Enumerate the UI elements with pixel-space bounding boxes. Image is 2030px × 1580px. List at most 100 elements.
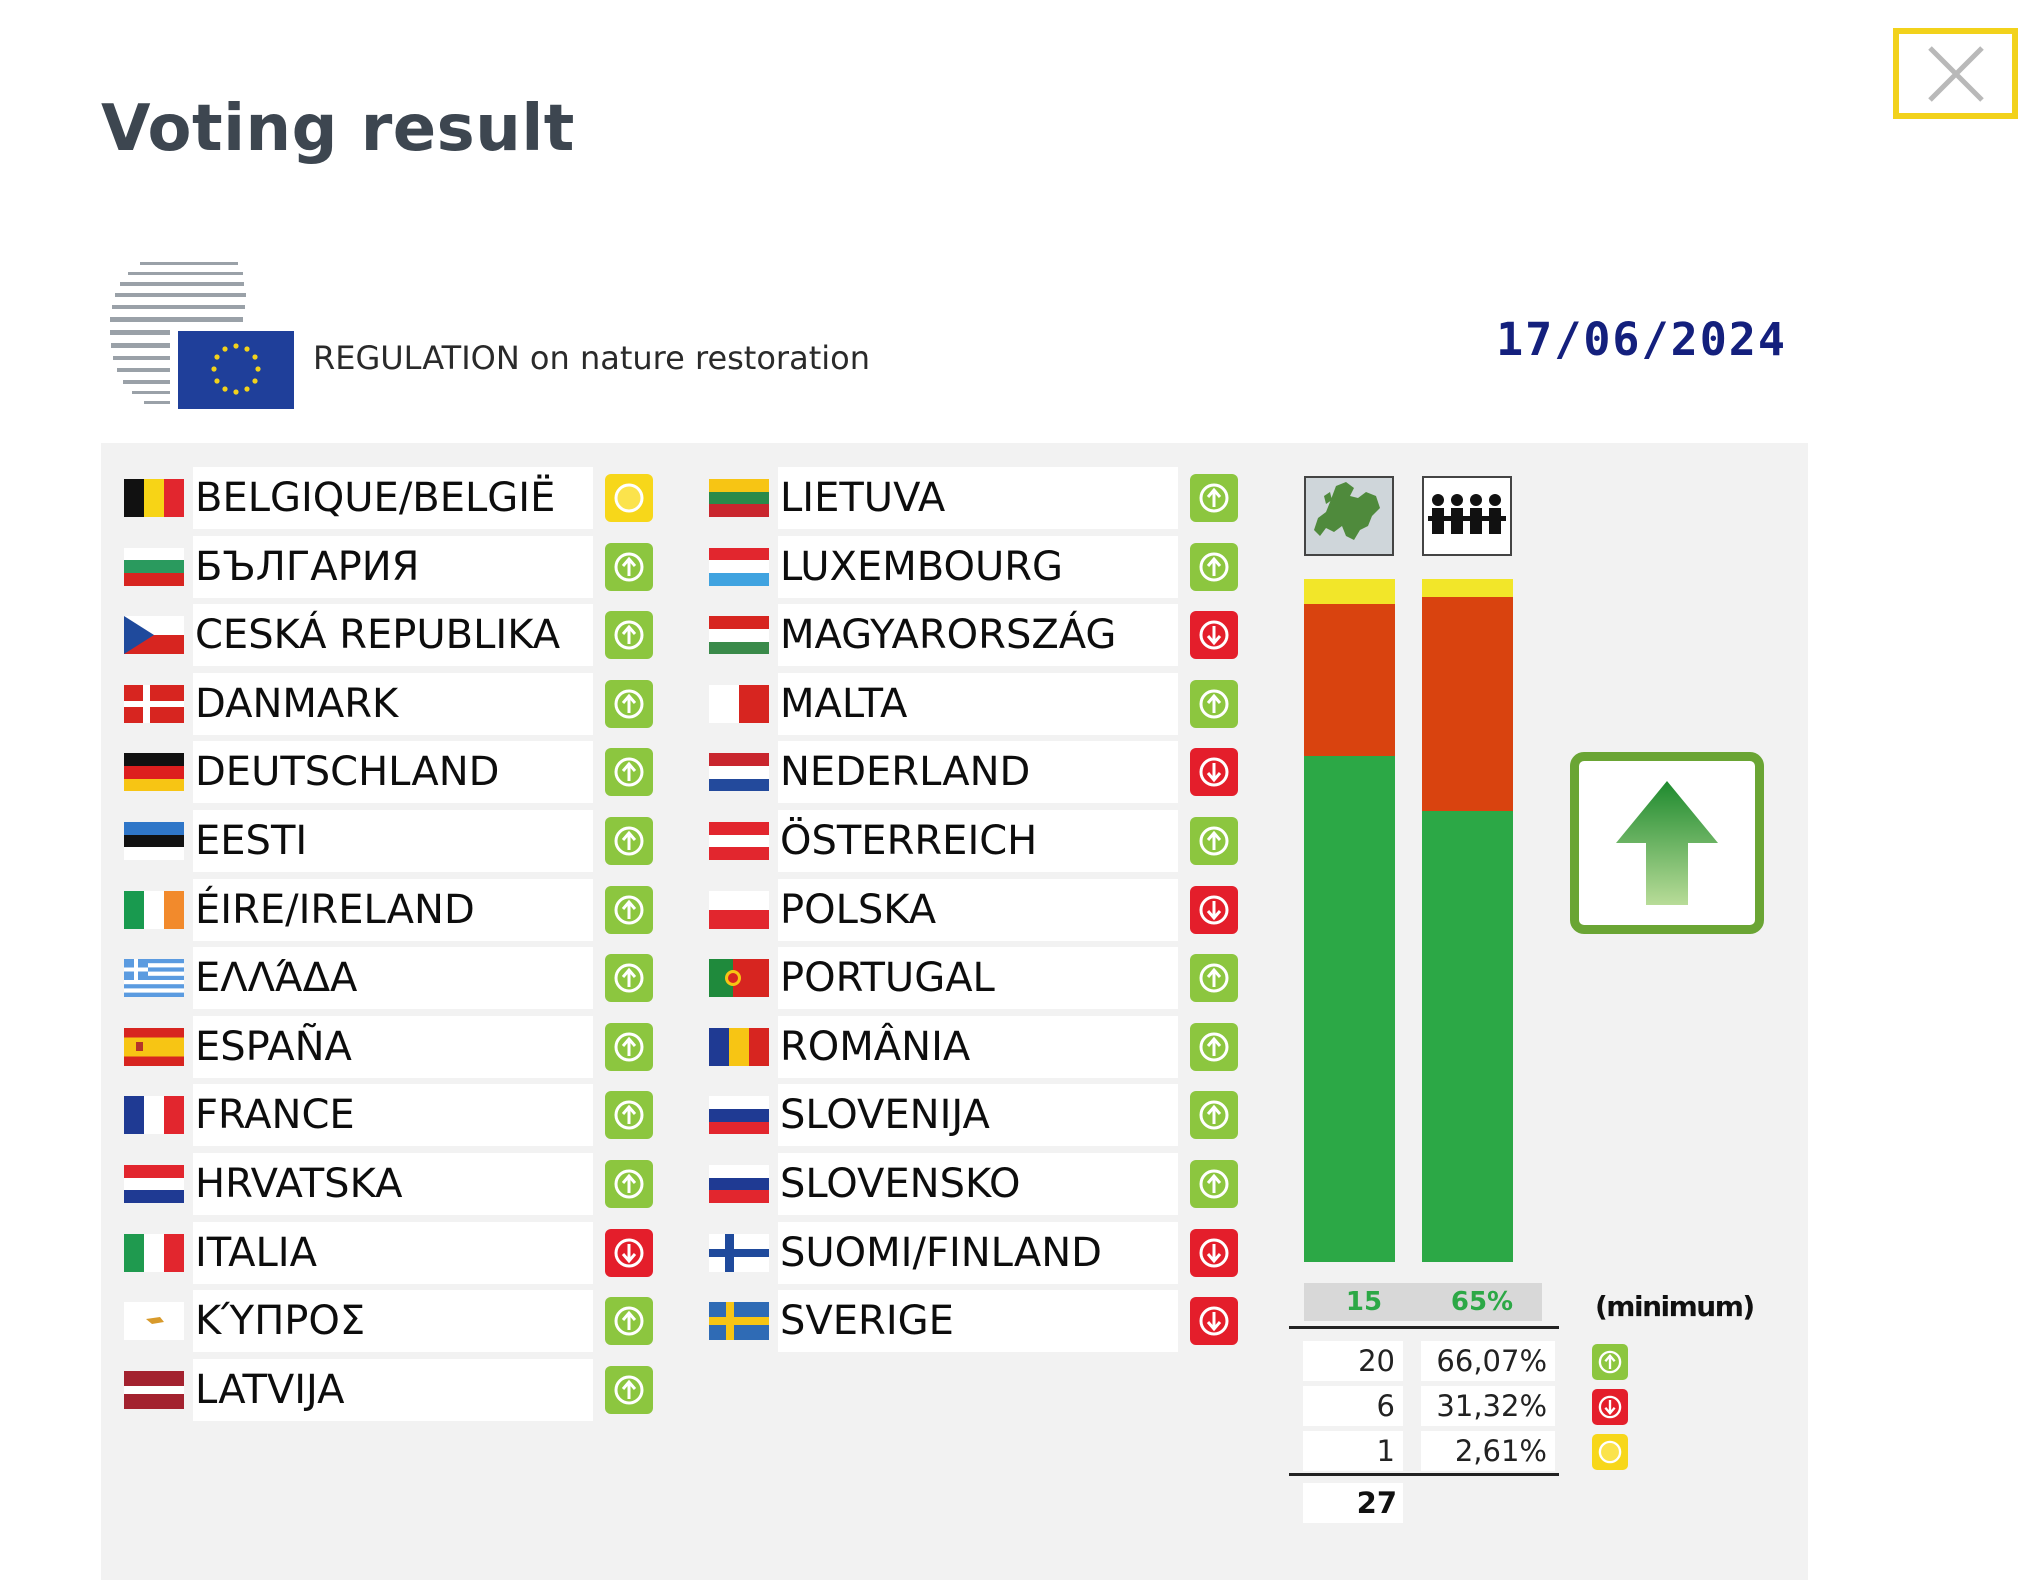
vote-abstain-icon <box>1592 1434 1628 1470</box>
vote-yes-icon <box>605 1022 653 1071</box>
vote-yes-icon <box>605 542 653 591</box>
flag-icon <box>124 1164 184 1203</box>
vote-yes-icon <box>605 679 653 728</box>
country-name: ROMÂNIA <box>780 1023 971 1070</box>
vote-no-icon <box>605 1228 653 1277</box>
vote-no-icon <box>1190 1297 1238 1346</box>
vote-no-icon <box>1190 748 1238 797</box>
europe-map-icon <box>1304 476 1394 556</box>
flag-icon <box>124 547 184 586</box>
flag-icon <box>709 1096 769 1135</box>
flag-icon <box>709 821 769 860</box>
close-icon <box>1927 45 1984 102</box>
minimum-label: (minimum) <box>1595 1290 1755 1323</box>
states-against-segment <box>1304 604 1395 756</box>
country-name: ESPAÑA <box>195 1023 352 1070</box>
country-name-box: MALTA <box>778 672 1178 735</box>
country-name-box: LATVIJA <box>193 1358 593 1421</box>
country-name: SVERIGE <box>780 1298 954 1345</box>
states-abstain-segment <box>1304 579 1395 605</box>
flag-icon <box>124 1302 184 1341</box>
vote-yes-icon <box>605 816 653 865</box>
country-name-box: MAGYARORSZÁG <box>778 604 1178 667</box>
flag-icon <box>124 1370 184 1409</box>
country-name-box: ΕΛΛΆΔΑ <box>193 947 593 1010</box>
population-icon <box>1422 476 1512 556</box>
country-name: EESTI <box>195 817 308 864</box>
vote-yes-icon <box>1190 1159 1238 1208</box>
country-name: SUOMI/FINLAND <box>780 1229 1102 1276</box>
vote-abstain-icon <box>605 474 653 522</box>
vote-yes-icon <box>605 1091 653 1140</box>
close-button[interactable] <box>1893 28 2018 119</box>
country-name-box: ÉIRE/IRELAND <box>193 878 593 941</box>
flag-icon <box>709 684 769 723</box>
country-name: POLSKA <box>780 886 937 933</box>
vote-yes-icon <box>605 1365 653 1414</box>
vote-yes-icon <box>1190 1091 1238 1140</box>
country-name-box: БЪЛГАРИЯ <box>193 535 593 598</box>
vote-yes-icon <box>605 885 653 934</box>
country-name-box: PORTUGAL <box>778 947 1178 1010</box>
country-name-box: DEUTSCHLAND <box>193 741 593 804</box>
vote-yes-icon <box>605 1159 653 1208</box>
flag-icon <box>124 753 184 792</box>
country-name: BELGIQUE/BELGIË <box>195 475 556 521</box>
country-name: ITALIA <box>195 1229 317 1276</box>
country-name: SLOVENIJA <box>780 1092 990 1139</box>
vote-yes-icon <box>605 1297 653 1346</box>
tally-count: 1 <box>1303 1431 1403 1471</box>
country-name: HRVATSKA <box>195 1160 403 1207</box>
flag-icon <box>709 890 769 929</box>
tally-count: 6 <box>1303 1386 1403 1426</box>
country-name: DEUTSCHLAND <box>195 749 500 796</box>
country-name-box: POLSKA <box>778 878 1178 941</box>
country-name-box: ÖSTERREICH <box>778 809 1178 872</box>
country-name-box: CESKÁ REPUBLIKA <box>193 604 593 667</box>
vote-yes-icon <box>1592 1344 1628 1380</box>
country-name: MAGYARORSZÁG <box>780 612 1117 659</box>
vote-yes-icon <box>1190 1022 1238 1071</box>
country-name-box: ROMÂNIA <box>778 1015 1178 1078</box>
country-name: FRANCE <box>195 1092 355 1139</box>
country-name: БЪЛГАРИЯ <box>195 543 420 590</box>
country-name: ΕΛΛΆΔΑ <box>195 955 358 1002</box>
country-name: MALTA <box>780 680 908 727</box>
flag-icon <box>709 1164 769 1203</box>
country-name-box: LIETUVA <box>778 467 1178 529</box>
vote-date: 17/06/2024 <box>1496 313 1787 366</box>
country-name: PORTUGAL <box>780 955 995 1002</box>
flag-icon <box>709 1027 769 1066</box>
population-threshold: 65% <box>1422 1283 1542 1321</box>
country-name: SLOVENSKO <box>780 1160 1021 1207</box>
country-name: LATVIJA <box>195 1366 345 1413</box>
vote-no-icon <box>1190 1228 1238 1277</box>
flag-icon <box>709 1302 769 1341</box>
country-name-box: NEDERLAND <box>778 741 1178 804</box>
flag-icon <box>124 684 184 723</box>
flag-icon <box>709 479 769 517</box>
country-name-box: FRANCE <box>193 1084 593 1147</box>
flag-icon <box>709 547 769 586</box>
flag-icon <box>709 753 769 792</box>
country-name-box: SVERIGE <box>778 1290 1178 1353</box>
flag-icon <box>124 890 184 929</box>
flag-icon <box>124 821 184 860</box>
country-name: ΚΎΠΡΟΣ <box>195 1298 366 1345</box>
country-name: CESKÁ REPUBLIKA <box>195 612 561 659</box>
population-abstain-segment <box>1422 579 1513 597</box>
country-name-box: DANMARK <box>193 672 593 735</box>
tally-percent: 66,07% <box>1421 1341 1555 1381</box>
country-name: LUXEMBOURG <box>780 543 1064 590</box>
vote-yes-icon <box>1190 474 1238 522</box>
tally-percent: 2,61% <box>1421 1431 1555 1471</box>
population-against-segment <box>1422 596 1513 811</box>
tally-count: 20 <box>1303 1341 1403 1381</box>
states-for-segment <box>1304 755 1395 1262</box>
country-name: DANMARK <box>195 680 399 727</box>
country-name-box: ESPAÑA <box>193 1015 593 1078</box>
states-threshold: 15 <box>1304 1283 1424 1321</box>
country-name-box: LUXEMBOURG <box>778 535 1178 598</box>
flag-icon <box>124 1027 184 1066</box>
regulation-title: REGULATION on nature restoration <box>313 339 870 377</box>
